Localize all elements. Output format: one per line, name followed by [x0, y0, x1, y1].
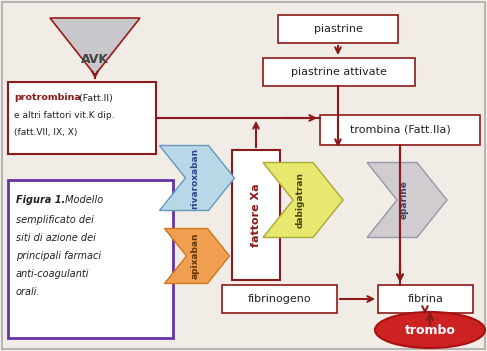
Polygon shape — [367, 163, 447, 238]
FancyBboxPatch shape — [263, 58, 415, 86]
Text: fibrinogeno: fibrinogeno — [248, 294, 311, 304]
FancyBboxPatch shape — [320, 115, 480, 145]
Polygon shape — [160, 146, 235, 211]
Polygon shape — [50, 18, 140, 75]
Text: trombo: trombo — [405, 324, 455, 337]
Ellipse shape — [375, 312, 485, 348]
Text: apixaban: apixaban — [190, 233, 199, 279]
Text: piastrine: piastrine — [314, 24, 362, 34]
Polygon shape — [263, 163, 343, 238]
Text: semplificato dei: semplificato dei — [16, 215, 94, 225]
FancyBboxPatch shape — [378, 285, 473, 313]
Text: principali farmaci: principali farmaci — [16, 251, 101, 261]
Text: Modello: Modello — [62, 195, 103, 205]
Text: siti di azione dei: siti di azione dei — [16, 233, 96, 243]
FancyBboxPatch shape — [222, 285, 337, 313]
Polygon shape — [165, 229, 229, 284]
Text: trombina (Fatt.IIa): trombina (Fatt.IIa) — [350, 125, 450, 135]
FancyBboxPatch shape — [8, 180, 173, 338]
FancyBboxPatch shape — [278, 15, 398, 43]
Text: dabigatran: dabigatran — [296, 172, 304, 228]
Text: rivaroxaban: rivaroxaban — [190, 147, 199, 208]
FancyBboxPatch shape — [8, 82, 156, 154]
Text: (Fatt.II): (Fatt.II) — [76, 93, 113, 102]
Text: piastrine attivate: piastrine attivate — [291, 67, 387, 77]
Text: e altri fattori vit.K dip.: e altri fattori vit.K dip. — [14, 112, 114, 120]
Text: fattore Xa: fattore Xa — [251, 183, 261, 247]
Text: orali.: orali. — [16, 287, 40, 297]
FancyBboxPatch shape — [232, 150, 280, 280]
Text: fibrina: fibrina — [408, 294, 444, 304]
Text: (fatt.VII, IX, X): (fatt.VII, IX, X) — [14, 128, 77, 138]
Text: protrombina: protrombina — [14, 93, 81, 102]
Text: eparine: eparine — [399, 180, 409, 219]
Text: Figura 1.: Figura 1. — [16, 195, 65, 205]
Text: AVK: AVK — [81, 53, 109, 66]
Text: anti-coagulanti: anti-coagulanti — [16, 269, 90, 279]
